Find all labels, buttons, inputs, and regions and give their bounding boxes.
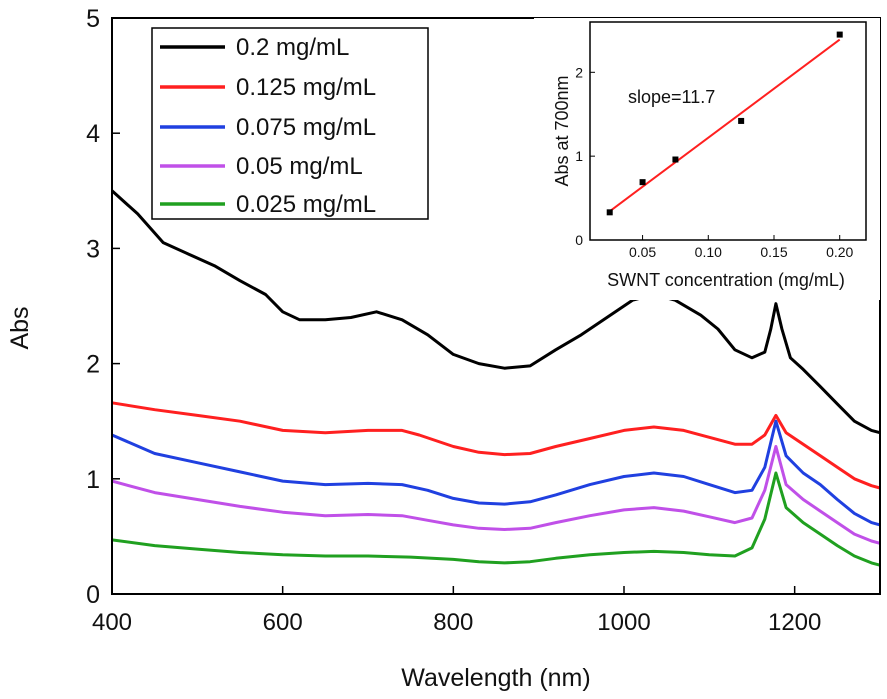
- legend-box: [151, 27, 429, 220]
- main-y-axis: 0 1 2 3 4 5: [86, 5, 120, 609]
- x-tick-label: 600: [263, 609, 303, 636]
- legend: 0.2 mg/mL 0.125 mg/mL 0.075 mg/mL 0.05 m…: [151, 27, 429, 220]
- y-tick-label: 5: [86, 5, 100, 33]
- x-tick-label: 1200: [768, 609, 821, 636]
- inset-y-axis-label: Abs at 700nm: [552, 75, 572, 186]
- inset-x-axis-label: SWNT concentration (mg/mL): [607, 270, 845, 290]
- inset-y-axis: 0 1 2: [575, 64, 595, 248]
- x-tick-label: 1000: [597, 609, 650, 636]
- legend-entry: 0.2 mg/mL: [160, 34, 349, 61]
- main-series-lines: [110, 189, 881, 567]
- inset-x-tick-label: 0.05: [629, 244, 656, 260]
- legend-entry: 0.125 mg/mL: [160, 74, 376, 101]
- main-chart: 400 600 800 1000 1200 0 1 2 3 4 5 Wavelength (nm)…: [6, 5, 881, 692]
- legend-entry: 0.075 mg/mL: [160, 114, 376, 141]
- legend-entry: 0.025 mg/mL: [160, 191, 376, 218]
- inset-y-tick-label: 0: [575, 232, 583, 248]
- legend-entry: 0.05 mg/mL: [160, 153, 363, 180]
- y-tick-label: 3: [86, 235, 100, 263]
- series-line-1: [111, 401, 881, 490]
- y-tick-label: 4: [86, 120, 100, 148]
- inset-data-points: [606, 31, 843, 216]
- inset-x-tick-label: 0.20: [826, 244, 853, 260]
- y-tick-label: 1: [86, 466, 100, 494]
- legend-label: 0.125 mg/mL: [236, 74, 376, 101]
- inset-annotation: slope=11.7: [628, 87, 715, 107]
- inset-chart: 0.05 0.10 0.15 0.20 0 1 2 slope=11.7 SWNT con…: [534, 18, 880, 300]
- series-line-2: [111, 419, 881, 527]
- legend-label: 0.05 mg/mL: [236, 153, 363, 180]
- series-line-0: [110, 189, 881, 435]
- series-line-4: [111, 471, 881, 567]
- main-plot-frame: [111, 17, 881, 595]
- inset-x-tick-label: 0.15: [760, 244, 787, 260]
- legend-label: 0.025 mg/mL: [236, 191, 376, 218]
- main-x-axis: 400 600 800 1000 1200: [92, 586, 821, 636]
- inset-data-point: [606, 209, 613, 216]
- inset-plot-frame: [589, 21, 867, 241]
- x-tick-label: 800: [433, 609, 473, 636]
- x-tick-label: 400: [92, 609, 132, 636]
- series-line-3: [111, 445, 881, 545]
- inset-background: [534, 18, 880, 300]
- inset-x-tick-label: 0.10: [695, 244, 722, 260]
- main-y-axis-label: Abs: [6, 306, 34, 349]
- y-tick-label: 0: [86, 581, 100, 609]
- inset-data-point: [672, 156, 679, 163]
- inset-data-point: [639, 179, 646, 186]
- main-x-axis-label: Wavelength (nm): [401, 664, 590, 692]
- inset-y-tick-label: 1: [575, 148, 583, 164]
- inset-data-point: [836, 31, 843, 38]
- inset-fit-line: [609, 38, 841, 213]
- inset-x-axis: 0.05 0.10 0.15 0.20: [629, 235, 854, 260]
- legend-label: 0.2 mg/mL: [236, 34, 349, 61]
- legend-label: 0.075 mg/mL: [236, 114, 376, 141]
- y-tick-label: 2: [86, 351, 100, 379]
- inset-y-tick-label: 2: [575, 64, 583, 80]
- inset-data-point: [738, 117, 745, 124]
